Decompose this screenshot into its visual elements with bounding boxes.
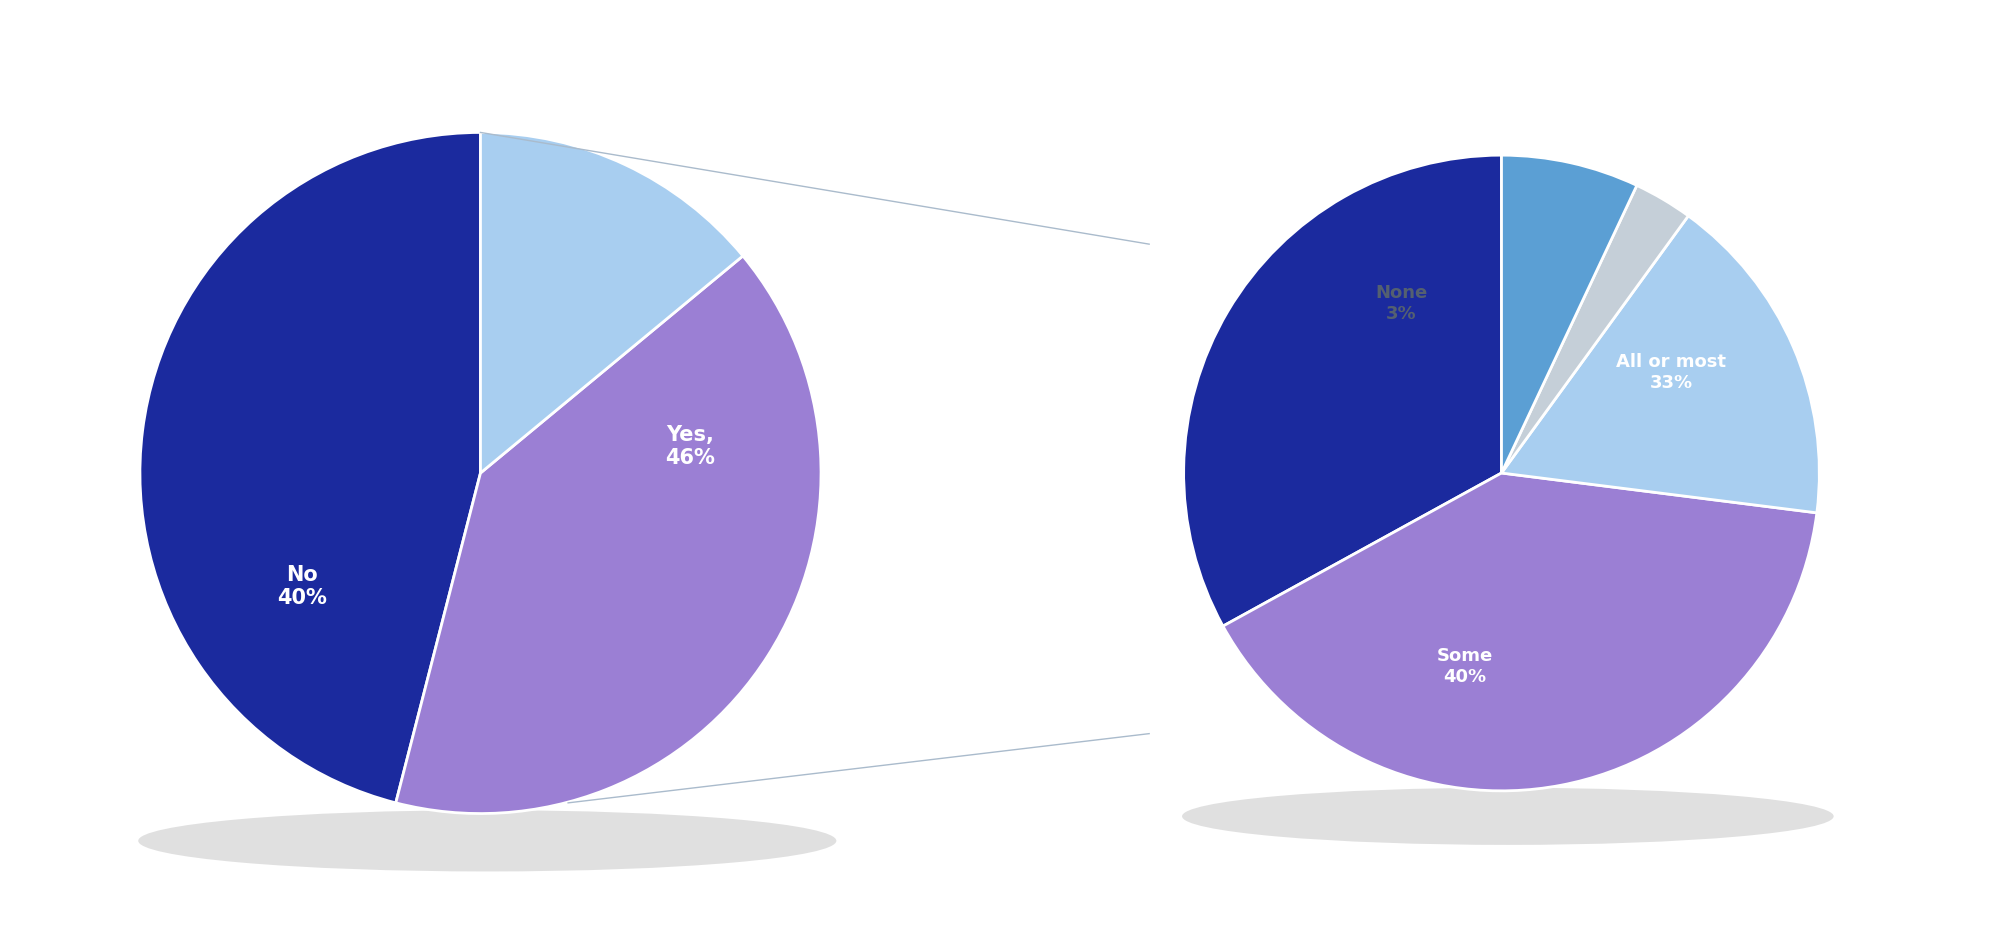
Wedge shape <box>1502 185 1688 473</box>
Ellipse shape <box>1181 788 1834 845</box>
Text: No
40%: No 40% <box>276 565 326 607</box>
Ellipse shape <box>138 810 837 871</box>
Wedge shape <box>1502 155 1638 473</box>
Wedge shape <box>1183 155 1502 626</box>
Text: Don't
Know
7%: Don't Know 7% <box>1431 251 1485 310</box>
Wedge shape <box>480 132 743 473</box>
Wedge shape <box>140 132 480 803</box>
Text: None
3%: None 3% <box>1375 284 1427 323</box>
Wedge shape <box>1502 216 1820 513</box>
Wedge shape <box>396 256 821 814</box>
Text: Some
40%: Some 40% <box>1437 647 1493 686</box>
Text: Yes,
46%: Yes, 46% <box>665 425 715 468</box>
Text: Don't Know
14%: Don't Know 14% <box>322 260 458 304</box>
Wedge shape <box>1223 473 1818 791</box>
Text: All or most
33%: All or most 33% <box>1616 353 1726 392</box>
Text: Few
17%: Few 17% <box>1299 376 1341 414</box>
